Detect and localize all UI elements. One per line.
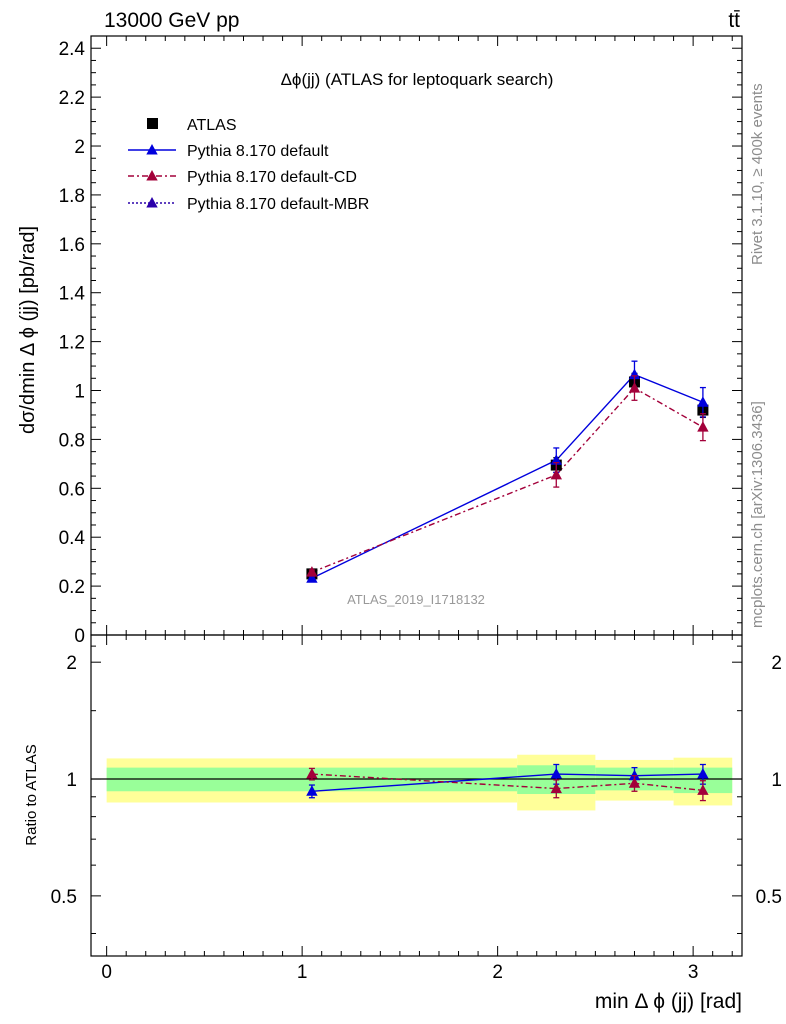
- legend-label: Pythia 8.170 default-MBR: [187, 196, 369, 213]
- energy-label: 13000 GeV pp: [104, 9, 239, 32]
- series-line-default: [311, 373, 704, 579]
- series-marker-default-cd: [628, 382, 641, 393]
- y-tick-label: 1.4: [59, 284, 86, 305]
- series-marker-default: [697, 396, 709, 407]
- ratio-y-tick-label: 1: [66, 770, 77, 791]
- x-axis-label: min Δ ϕ (jj) [rad]: [595, 990, 742, 1013]
- y-axis-label: dσ/dmin Δ ϕ (jj) [pb/rad]: [17, 226, 39, 434]
- legend-marker: [146, 144, 158, 155]
- y-tick-label: 1.6: [59, 235, 85, 256]
- y-tick-label: 1.2: [59, 333, 85, 354]
- series-marker-default: [306, 572, 318, 583]
- source-label: mcplots.cern.ch [arXiv:1306.3436]: [749, 401, 766, 628]
- ratio-marker-default: [550, 768, 562, 779]
- series-marker-default-cd: [550, 468, 562, 480]
- series-marker-default: [628, 368, 641, 380]
- legend-label: Pythia 8.170 default-CD: [187, 169, 357, 186]
- y-tick-label: 2: [74, 137, 85, 158]
- legend-marker-atlas: [147, 118, 158, 129]
- x-tick-label: 1: [297, 962, 308, 983]
- legend-label: ATLAS: [187, 117, 237, 134]
- ratio-frame: [90, 634, 743, 957]
- x-tick-label: 2: [492, 962, 503, 983]
- ratio-panel: Ratio to ATLAS 0 1 2 3 0.5 0.5 1 1 2 2: [23, 634, 782, 983]
- y-tick-label: 2.2: [59, 88, 85, 109]
- legend-marker: [146, 170, 158, 181]
- series-marker-default-cd: [697, 421, 709, 432]
- ratio-y-tick-label: 0.5: [51, 887, 77, 908]
- ratio-line-default: [311, 773, 703, 792]
- ratio-y-tick-label: 2: [66, 653, 77, 674]
- ratio-line-default-cd: [311, 773, 703, 792]
- y-tick-label: 0: [74, 626, 85, 647]
- main-panel: Δϕ(jj) (ATLAS for leptoquark search) ATL…: [17, 35, 743, 647]
- ratio-marker-default-cd: [697, 784, 709, 795]
- rivet-label: Rivet 3.1.10, ≥ 400k events: [749, 83, 766, 265]
- y-tick-label: 1: [74, 382, 85, 403]
- y-tick-label: 0.4: [59, 528, 86, 549]
- x-tick-label: 3: [688, 962, 699, 983]
- ratio-y-axis-label: Ratio to ATLAS: [23, 744, 40, 845]
- ratio-y-tick-label-right: 0.5: [756, 887, 782, 908]
- legend-marker: [146, 197, 158, 208]
- y-tick-label: 1.8: [59, 186, 85, 207]
- watermark-label: ATLAS_2019_I1718132: [347, 592, 485, 607]
- y-tick-label: 2.4: [59, 39, 86, 60]
- ratio-marker-default: [306, 785, 318, 796]
- ratio-y-tick-label-right: 1: [771, 770, 782, 791]
- chart-title: Δϕ(jj) (ATLAS for leptoquark search): [281, 70, 554, 89]
- series-marker-default-cd: [306, 566, 318, 577]
- ratio-marker-default-cd: [628, 777, 641, 788]
- ratio-marker-default: [697, 768, 709, 779]
- y-tick-label: 0.8: [59, 430, 85, 451]
- legend: ATLAS Pythia 8.170 default Pythia 8.170 de…: [128, 117, 369, 213]
- ratio-y-tick-label-right: 2: [771, 653, 782, 674]
- ratio-marker-default-cd: [550, 782, 562, 794]
- y-tick-label: 0.6: [59, 479, 85, 500]
- ratio-marker-default: [628, 769, 641, 781]
- x-tick-label: 0: [101, 962, 112, 983]
- series-line-default-cd: [311, 387, 704, 573]
- legend-label: Pythia 8.170 default: [187, 143, 329, 160]
- y-tick-label: 0.2: [59, 577, 85, 598]
- ratio-marker-default-cd: [306, 768, 318, 779]
- process-label: tt̄: [728, 9, 740, 32]
